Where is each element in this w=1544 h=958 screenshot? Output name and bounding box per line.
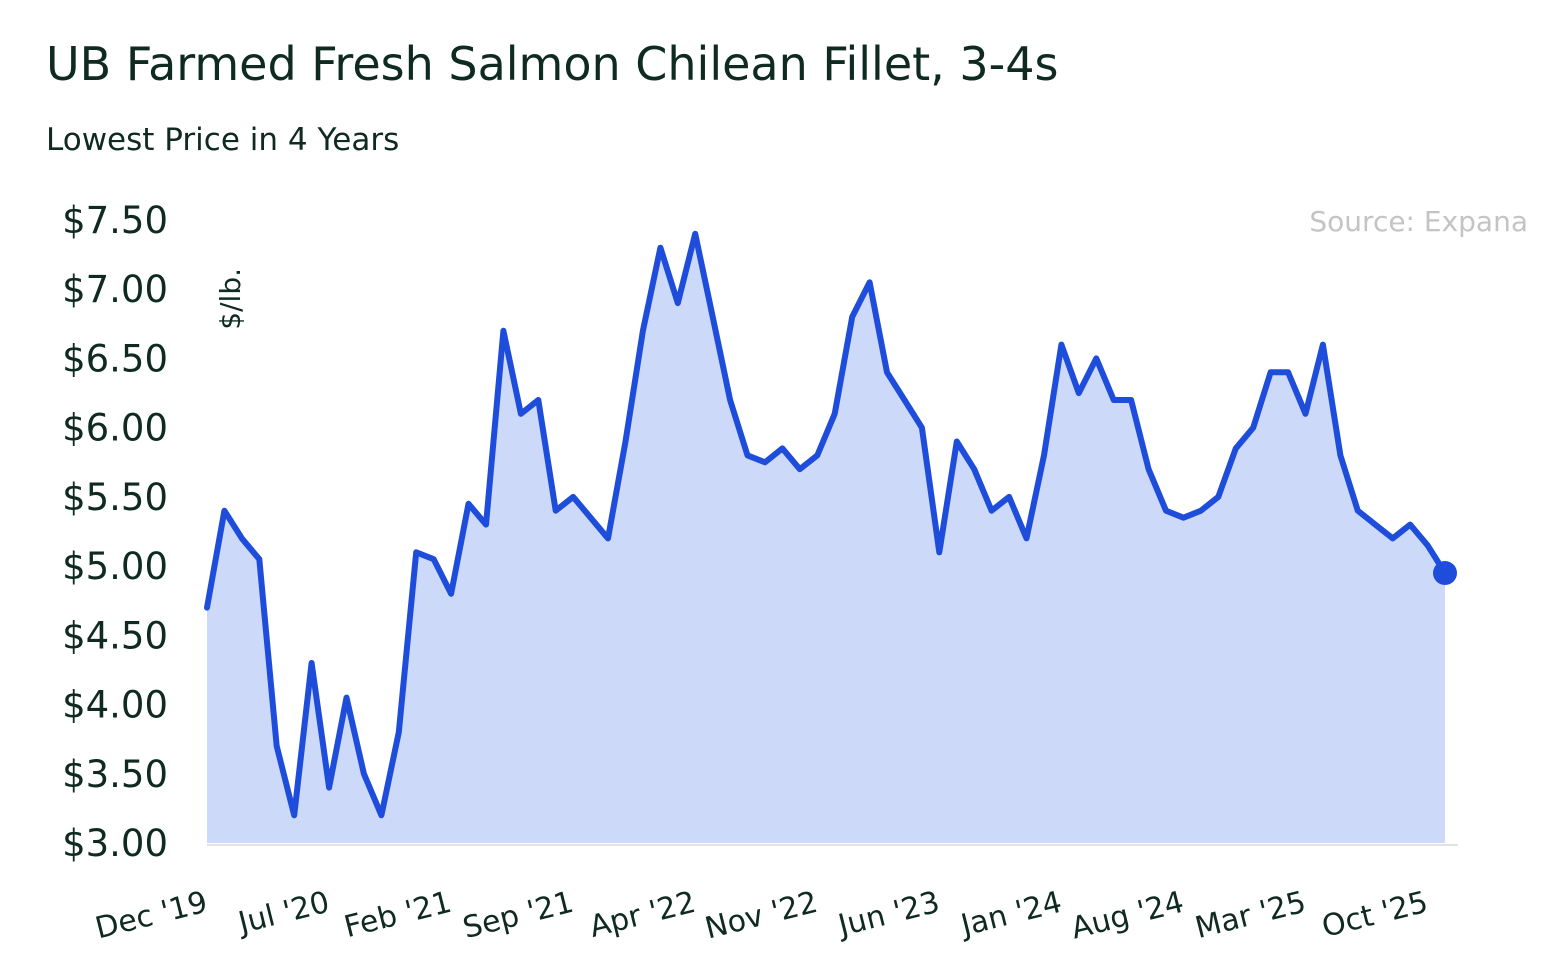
y-tick-label: $3.50 xyxy=(62,753,168,796)
x-tick-label: Jun '23 xyxy=(833,885,943,944)
y-tick-label: $6.50 xyxy=(62,337,168,380)
x-tick-label: Apr '22 xyxy=(586,885,699,945)
y-tick-label: $3.00 xyxy=(62,822,168,865)
x-tick-label: Sep '21 xyxy=(459,885,577,946)
x-tick-label: Feb '21 xyxy=(341,885,455,945)
area xyxy=(207,233,1445,844)
y-tick-label: $5.00 xyxy=(62,545,168,588)
line xyxy=(204,230,1448,819)
source-note: Source: Expana xyxy=(1309,205,1528,238)
y-tick-label: $6.00 xyxy=(62,407,168,450)
y-axis-label: $/lb. xyxy=(214,268,247,330)
y-tick-label: $4.50 xyxy=(62,614,168,657)
y-tick-label: $7.50 xyxy=(62,199,168,242)
x-tick-label: Mar '25 xyxy=(1192,885,1310,946)
y-tick-label: $7.00 xyxy=(62,268,168,311)
x-tick-label: Aug '24 xyxy=(1068,885,1188,947)
y-tick-label: $4.00 xyxy=(62,684,168,727)
x-tick-label: Oct '25 xyxy=(1318,885,1431,945)
y-tick-label: $5.50 xyxy=(62,476,168,519)
x-tick-label: Jan '24 xyxy=(956,885,1066,944)
x-tick-label: Dec '19 xyxy=(92,885,211,947)
chart-subtitle: Lowest Price in 4 Years xyxy=(46,122,399,158)
x-tick-label: Nov '22 xyxy=(702,885,822,947)
end-point xyxy=(1433,561,1457,586)
chart-title: UB Farmed Fresh Salmon Chilean Fillet, 3… xyxy=(46,37,1059,91)
x-tick-label: Jul '20 xyxy=(233,885,333,942)
